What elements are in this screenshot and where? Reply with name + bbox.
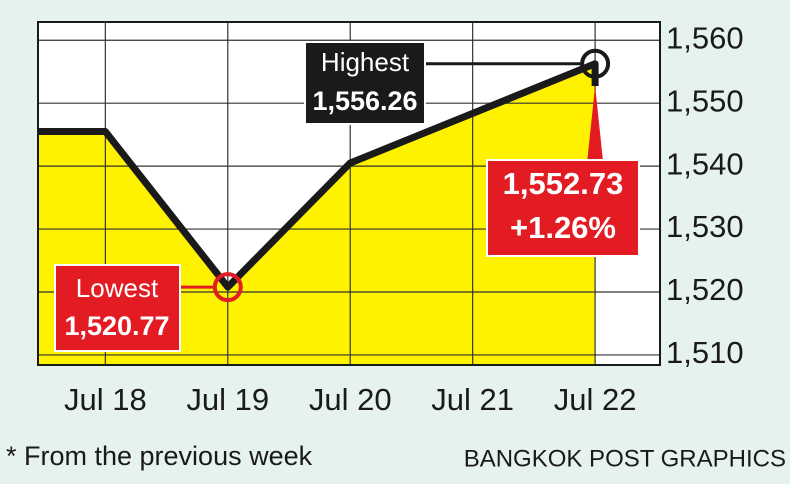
line <box>38 60 599 291</box>
y-tick-label: 1,510 <box>666 335 744 370</box>
annotation: 1,552.73 <box>503 166 624 201</box>
low-marker <box>212 272 243 303</box>
annotation-box <box>304 41 426 125</box>
y-tick-label: 1,530 <box>666 209 744 244</box>
annotation: Highest <box>321 47 410 77</box>
annotation: +1.26% <box>510 210 616 245</box>
x-tick-label: Jul 19 <box>186 382 269 417</box>
annotation: 1,520.77 <box>64 311 169 341</box>
y-tick-label: 1,560 <box>666 20 744 55</box>
source: BANGKOK POST GRAPHICS <box>464 445 786 472</box>
plot-border <box>37 21 661 366</box>
annotation: Lowest <box>76 273 159 303</box>
pointer <box>587 86 604 162</box>
x-tick-label: Jul 18 <box>64 382 147 417</box>
annotation: 1,556.26 <box>312 86 417 116</box>
annotation-box <box>486 159 640 257</box>
y-tick-label: 1,550 <box>666 83 744 118</box>
x-tick-label: Jul 22 <box>554 382 637 417</box>
annotation-box <box>54 264 181 352</box>
footnote: * From the previous week <box>6 441 313 471</box>
y-tick-label: 1,520 <box>666 272 744 307</box>
high-marker <box>580 48 611 79</box>
y-tick-label: 1,540 <box>666 146 744 181</box>
x-tick-label: Jul 21 <box>431 382 514 417</box>
x-tick-label: Jul 20 <box>309 382 392 417</box>
